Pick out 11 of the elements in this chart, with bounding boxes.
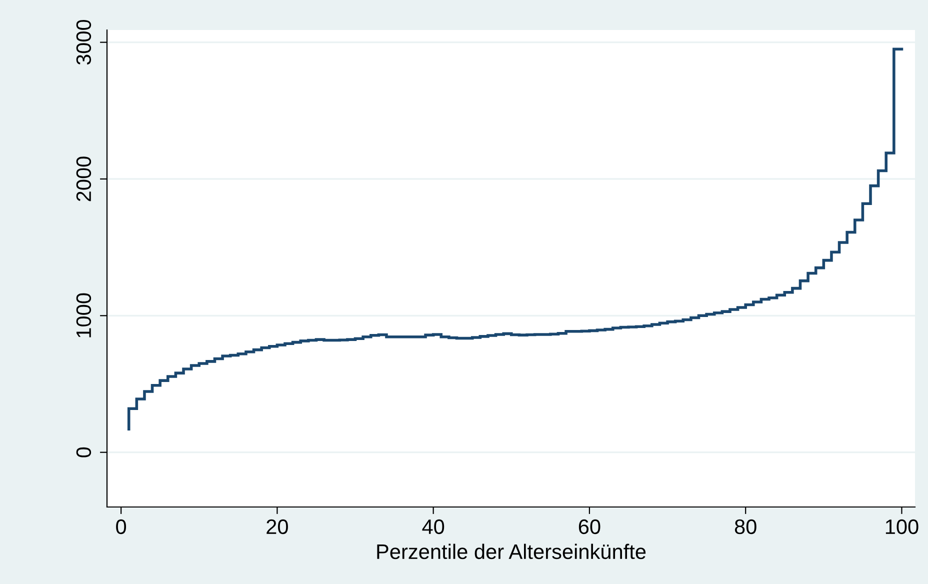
x-tick-label: 0 [116,519,126,534]
x-tick-label: 20 [266,519,288,534]
y-tick-label: 2000 [76,156,92,202]
x-tick-label: 80 [734,519,756,534]
x-tick-label: 60 [578,519,600,534]
x-axis-title: Perzentile der Alterseinkünfte [377,544,646,560]
y-tick-label: 3000 [76,20,92,65]
y-tick-label: 1000 [76,293,92,338]
x-tick-label: 40 [422,519,444,534]
y-tick-label: 0 [76,447,92,458]
x-tick-label: 100 [886,519,918,534]
